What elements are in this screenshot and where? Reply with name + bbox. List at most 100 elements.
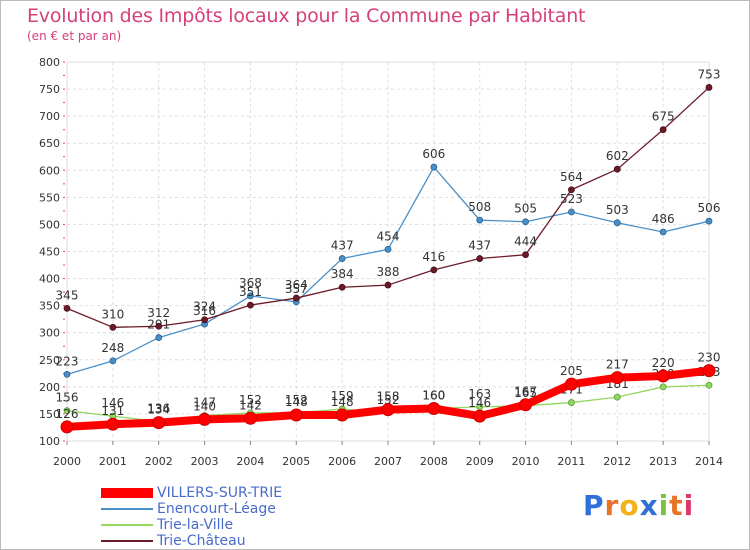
data-label: 454 [377, 229, 400, 243]
data-point [384, 245, 392, 253]
data-label: 217 [606, 358, 629, 372]
data-label: 602 [606, 149, 629, 163]
data-point [522, 218, 529, 226]
legend-swatch [101, 540, 153, 542]
y-tick-label: 700 [39, 110, 60, 123]
x-tick-label: 2004 [236, 455, 264, 468]
logo-letter: P [583, 489, 605, 522]
data-label: 142 [239, 398, 262, 412]
data-point [60, 420, 74, 434]
legend-item: Trie-Château [101, 533, 361, 549]
data-point [702, 364, 716, 378]
data-label: 152 [285, 393, 308, 407]
data-point [568, 399, 575, 406]
data-label: 136 [147, 402, 170, 416]
x-tick-label: 2002 [145, 455, 173, 468]
data-label: 753 [698, 67, 721, 81]
legend-label: Enencourt-Léage [157, 501, 276, 517]
y-tick-label: 100 [39, 435, 60, 448]
data-label: 160 [422, 389, 445, 403]
data-point [109, 357, 117, 365]
data-label: 126 [56, 407, 79, 421]
data-point [63, 371, 71, 378]
x-tick-label: 2005 [282, 455, 310, 468]
data-point [381, 403, 395, 417]
data-label: 140 [193, 399, 216, 413]
data-point [610, 371, 624, 385]
data-label: 505 [514, 202, 537, 216]
legend-item: Enencourt-Léage [101, 501, 361, 517]
data-label: 134 [147, 403, 170, 417]
y-tick-label: 550 [39, 191, 60, 204]
legend-label: VILLERS-SUR-TRIE [157, 485, 283, 501]
legend-item: Trie-la-Ville [101, 517, 361, 533]
data-label: 357 [285, 282, 308, 296]
legend-label: Trie-Château [157, 533, 246, 549]
data-label: 508 [468, 200, 491, 214]
data-label: 167 [514, 385, 537, 399]
data-point [427, 402, 441, 416]
logo-letter: i [658, 489, 670, 522]
x-tick-label: 2006 [328, 455, 356, 468]
data-point [522, 251, 529, 259]
x-tick-label: 2014 [695, 455, 723, 468]
y-tick-label: 600 [39, 164, 60, 177]
x-tick-label: 2000 [53, 455, 81, 468]
x-tick-label: 2007 [374, 455, 402, 468]
data-label: 310 [101, 307, 124, 321]
data-point [613, 393, 621, 401]
data-label: 147 [193, 396, 216, 410]
legend-swatch [101, 488, 153, 498]
data-label: 364 [285, 278, 308, 292]
data-point [613, 165, 621, 173]
data-point [473, 409, 487, 423]
data-label: 606 [422, 147, 445, 161]
data-point [247, 292, 254, 300]
data-label: 230 [698, 351, 721, 365]
data-label: 351 [239, 285, 262, 299]
y-tick-label: 750 [39, 83, 60, 96]
y-tick-label: 650 [39, 137, 60, 150]
chart-title: Evolution des Impôts locaux pour la Comm… [27, 5, 586, 27]
y-tick-label: 300 [39, 327, 60, 340]
data-label: 316 [193, 304, 216, 318]
data-label: 486 [652, 212, 675, 226]
data-label: 416 [422, 250, 445, 264]
data-label: 223 [56, 354, 79, 368]
data-label: 437 [331, 239, 354, 253]
data-point [338, 283, 346, 291]
y-tick-label: 350 [39, 300, 60, 313]
data-label: 220 [652, 356, 675, 370]
data-label: 368 [239, 276, 262, 290]
data-point [568, 186, 575, 194]
data-point [705, 381, 713, 389]
series-trie-ch-teau: 345 310 312 324 351 364 384 388 416 437 444 564 602 6… [56, 67, 721, 331]
data-point [198, 412, 212, 426]
data-point [705, 84, 713, 91]
data-point [109, 323, 117, 331]
proxiti-logo: Proxiti [583, 489, 694, 522]
data-point [476, 255, 484, 262]
data-label: 152 [239, 393, 262, 407]
data-point [705, 217, 713, 225]
data-point [243, 411, 257, 425]
data-point [292, 294, 300, 302]
data-point [384, 281, 392, 289]
data-label: 444 [514, 235, 537, 249]
x-tick-label: 2003 [191, 455, 219, 468]
data-label: 152 [377, 393, 400, 407]
y-tick-label: 500 [39, 218, 60, 231]
y-tick-label: 200 [39, 381, 60, 394]
x-tick-label: 2011 [557, 455, 585, 468]
data-point [106, 417, 120, 431]
data-point [155, 334, 163, 341]
data-label: 388 [377, 265, 400, 279]
legend-swatch [101, 508, 153, 510]
logo-letter: r [604, 489, 620, 522]
data-point [430, 163, 438, 171]
data-point [656, 369, 670, 383]
data-point [659, 126, 667, 134]
data-label: 156 [56, 391, 79, 405]
